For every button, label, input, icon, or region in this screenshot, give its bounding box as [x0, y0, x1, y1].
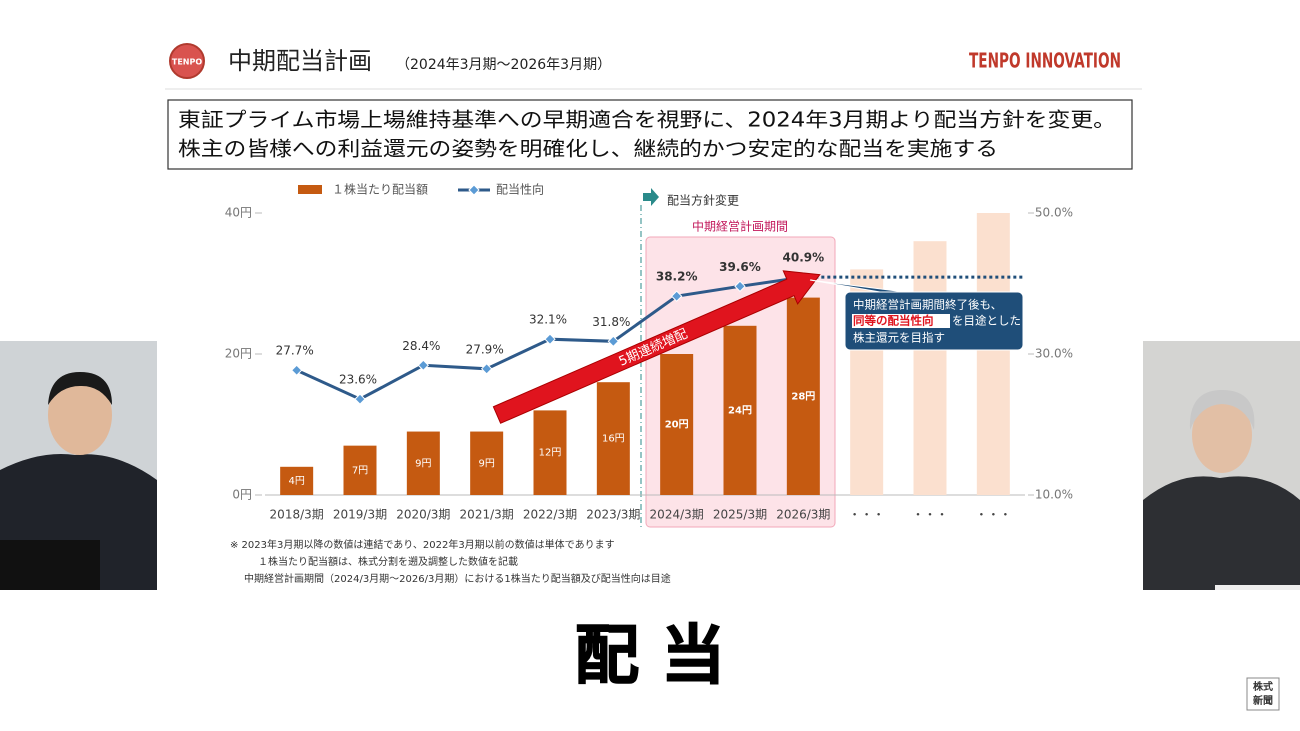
x-tick-label: 2024/3期	[650, 508, 704, 522]
slide-subtitle: （2024年3月期～2026年3月期）	[396, 57, 611, 73]
x-tick-label: ・・・	[849, 508, 885, 522]
line-value-label: 40.9%	[783, 251, 825, 265]
line-marker	[670, 290, 683, 302]
line-value-label: 23.6%	[339, 373, 377, 387]
bar	[470, 431, 504, 495]
callout-highlight	[852, 314, 950, 328]
suit	[1143, 476, 1300, 590]
y-tick-label: 20円	[225, 347, 252, 361]
bar-value-label: 7円	[352, 465, 368, 476]
line-value-label: 31.8%	[592, 315, 630, 329]
line-marker	[607, 335, 620, 348]
line-marker	[480, 363, 493, 375]
plan-period-label: 中期経営計画期間	[692, 219, 788, 234]
bar-value-label: 20円	[665, 419, 689, 431]
x-tick-label: ・・・	[912, 508, 948, 522]
slide-title: 中期配当計画	[228, 47, 372, 75]
line-value-label: 32.1%	[529, 313, 567, 327]
line-value-label: 39.6%	[719, 260, 761, 274]
paper	[1215, 585, 1300, 590]
bar-value-label: 24円	[728, 404, 752, 416]
message-line: 株主の皆様への利益還元の姿勢を明確化し、継続的かつ安定的な配当を実施する	[178, 137, 998, 161]
legend-label: 配当性向	[496, 182, 544, 197]
line-value-label: 27.9%	[466, 342, 504, 356]
x-tick-label: 2021/3期	[460, 508, 514, 522]
bar-value-label: 9円	[478, 458, 494, 469]
y2-tick-label: 50.0%	[1035, 206, 1073, 220]
legend-marker	[468, 184, 480, 196]
x-tick-label: 2025/3期	[713, 508, 767, 522]
line-value-label: 27.7%	[276, 344, 314, 358]
laptop	[0, 540, 100, 590]
bar	[723, 325, 757, 495]
bar	[280, 466, 314, 495]
x-tick-label: 2022/3期	[523, 508, 577, 522]
line-marker	[354, 393, 366, 405]
watermark: 新聞	[1253, 694, 1273, 707]
footnote: 中期経営計画期間（2024/3月期～2026/3月期）における1株当たり配当額及…	[244, 572, 671, 585]
face	[1192, 397, 1252, 473]
hair	[1189, 390, 1255, 430]
x-tick-label: 2026/3期	[776, 508, 830, 522]
bar-value-label: 28円	[791, 390, 815, 402]
watermark-box	[1246, 677, 1280, 711]
y-tick-label: 40円	[225, 206, 252, 220]
y2-tick-label: 10.0%	[1035, 488, 1073, 502]
y2-tick-label: 30.0%	[1035, 347, 1073, 361]
callout-text: 中期経営計画期間終了後も、	[853, 298, 1002, 312]
bar-value-label: 12円	[539, 448, 562, 459]
line-marker	[734, 280, 746, 293]
line-marker	[417, 359, 430, 371]
footnote: ※ 2023年3月期以降の数値は連結であり、2022年3月期以前の数値は単体であ…	[230, 538, 615, 551]
x-tick-label: 2018/3期	[270, 508, 324, 522]
watermark: 株式	[1253, 680, 1273, 693]
callout-emphasis: 同等の配当性向	[853, 314, 934, 328]
bar	[976, 213, 1010, 495]
plot: 0円 20円 40円 10.0% 30.0% 50.0% 2018/3期 2019/3期 202…	[225, 182, 1073, 522]
x-tick-label: 2023/3期	[586, 508, 640, 522]
face	[48, 375, 112, 455]
message-line: 東証プライム市場上場維持基準への早期適合を視野に、2024年3月期より配当方針を…	[178, 108, 1116, 132]
legend-swatch	[298, 185, 322, 194]
line-value-label: 28.4%	[402, 339, 440, 353]
message-box	[167, 99, 1133, 170]
callout-text: を目途とした	[952, 314, 1021, 328]
bar	[596, 382, 630, 495]
bar	[660, 354, 694, 495]
arrow-shape	[492, 270, 821, 424]
speaker-left	[0, 341, 157, 590]
bar	[533, 410, 567, 495]
bar-value-label: 9円	[415, 458, 431, 469]
bar-value-label: 4円	[288, 476, 304, 487]
bar	[913, 241, 947, 495]
footnote: １株当たり配当額は、株式分割を遡及調整した数値を記載	[258, 555, 518, 568]
bar	[786, 297, 820, 495]
bar	[406, 431, 440, 495]
logo-mark	[169, 43, 205, 79]
caption: 配 当	[575, 620, 725, 694]
policy-change-label: 配当方針変更	[667, 193, 739, 208]
speaker-right	[1143, 341, 1300, 590]
y-tick-label: 0円	[232, 488, 252, 502]
line-marker	[290, 364, 303, 376]
line-marker	[544, 333, 556, 345]
x-tick-label: 2019/3期	[333, 508, 387, 522]
hair	[48, 372, 112, 405]
logo-text: TENPO	[172, 58, 202, 67]
bar	[343, 445, 377, 495]
callout-text: 株主還元を目指す	[853, 331, 945, 345]
line-value-label: 38.2%	[656, 270, 698, 284]
brand: TENPO INNOVATION	[969, 49, 1121, 73]
legend-label: １株当たり配当額	[332, 182, 428, 197]
legend: １株当たり配当額 配当性向	[298, 182, 544, 197]
bar-value-label: 16円	[602, 434, 625, 445]
policy-change-arrow	[643, 188, 659, 206]
x-tick-label: ・・・	[975, 508, 1011, 522]
x-tick-label: 2020/3期	[396, 508, 450, 522]
